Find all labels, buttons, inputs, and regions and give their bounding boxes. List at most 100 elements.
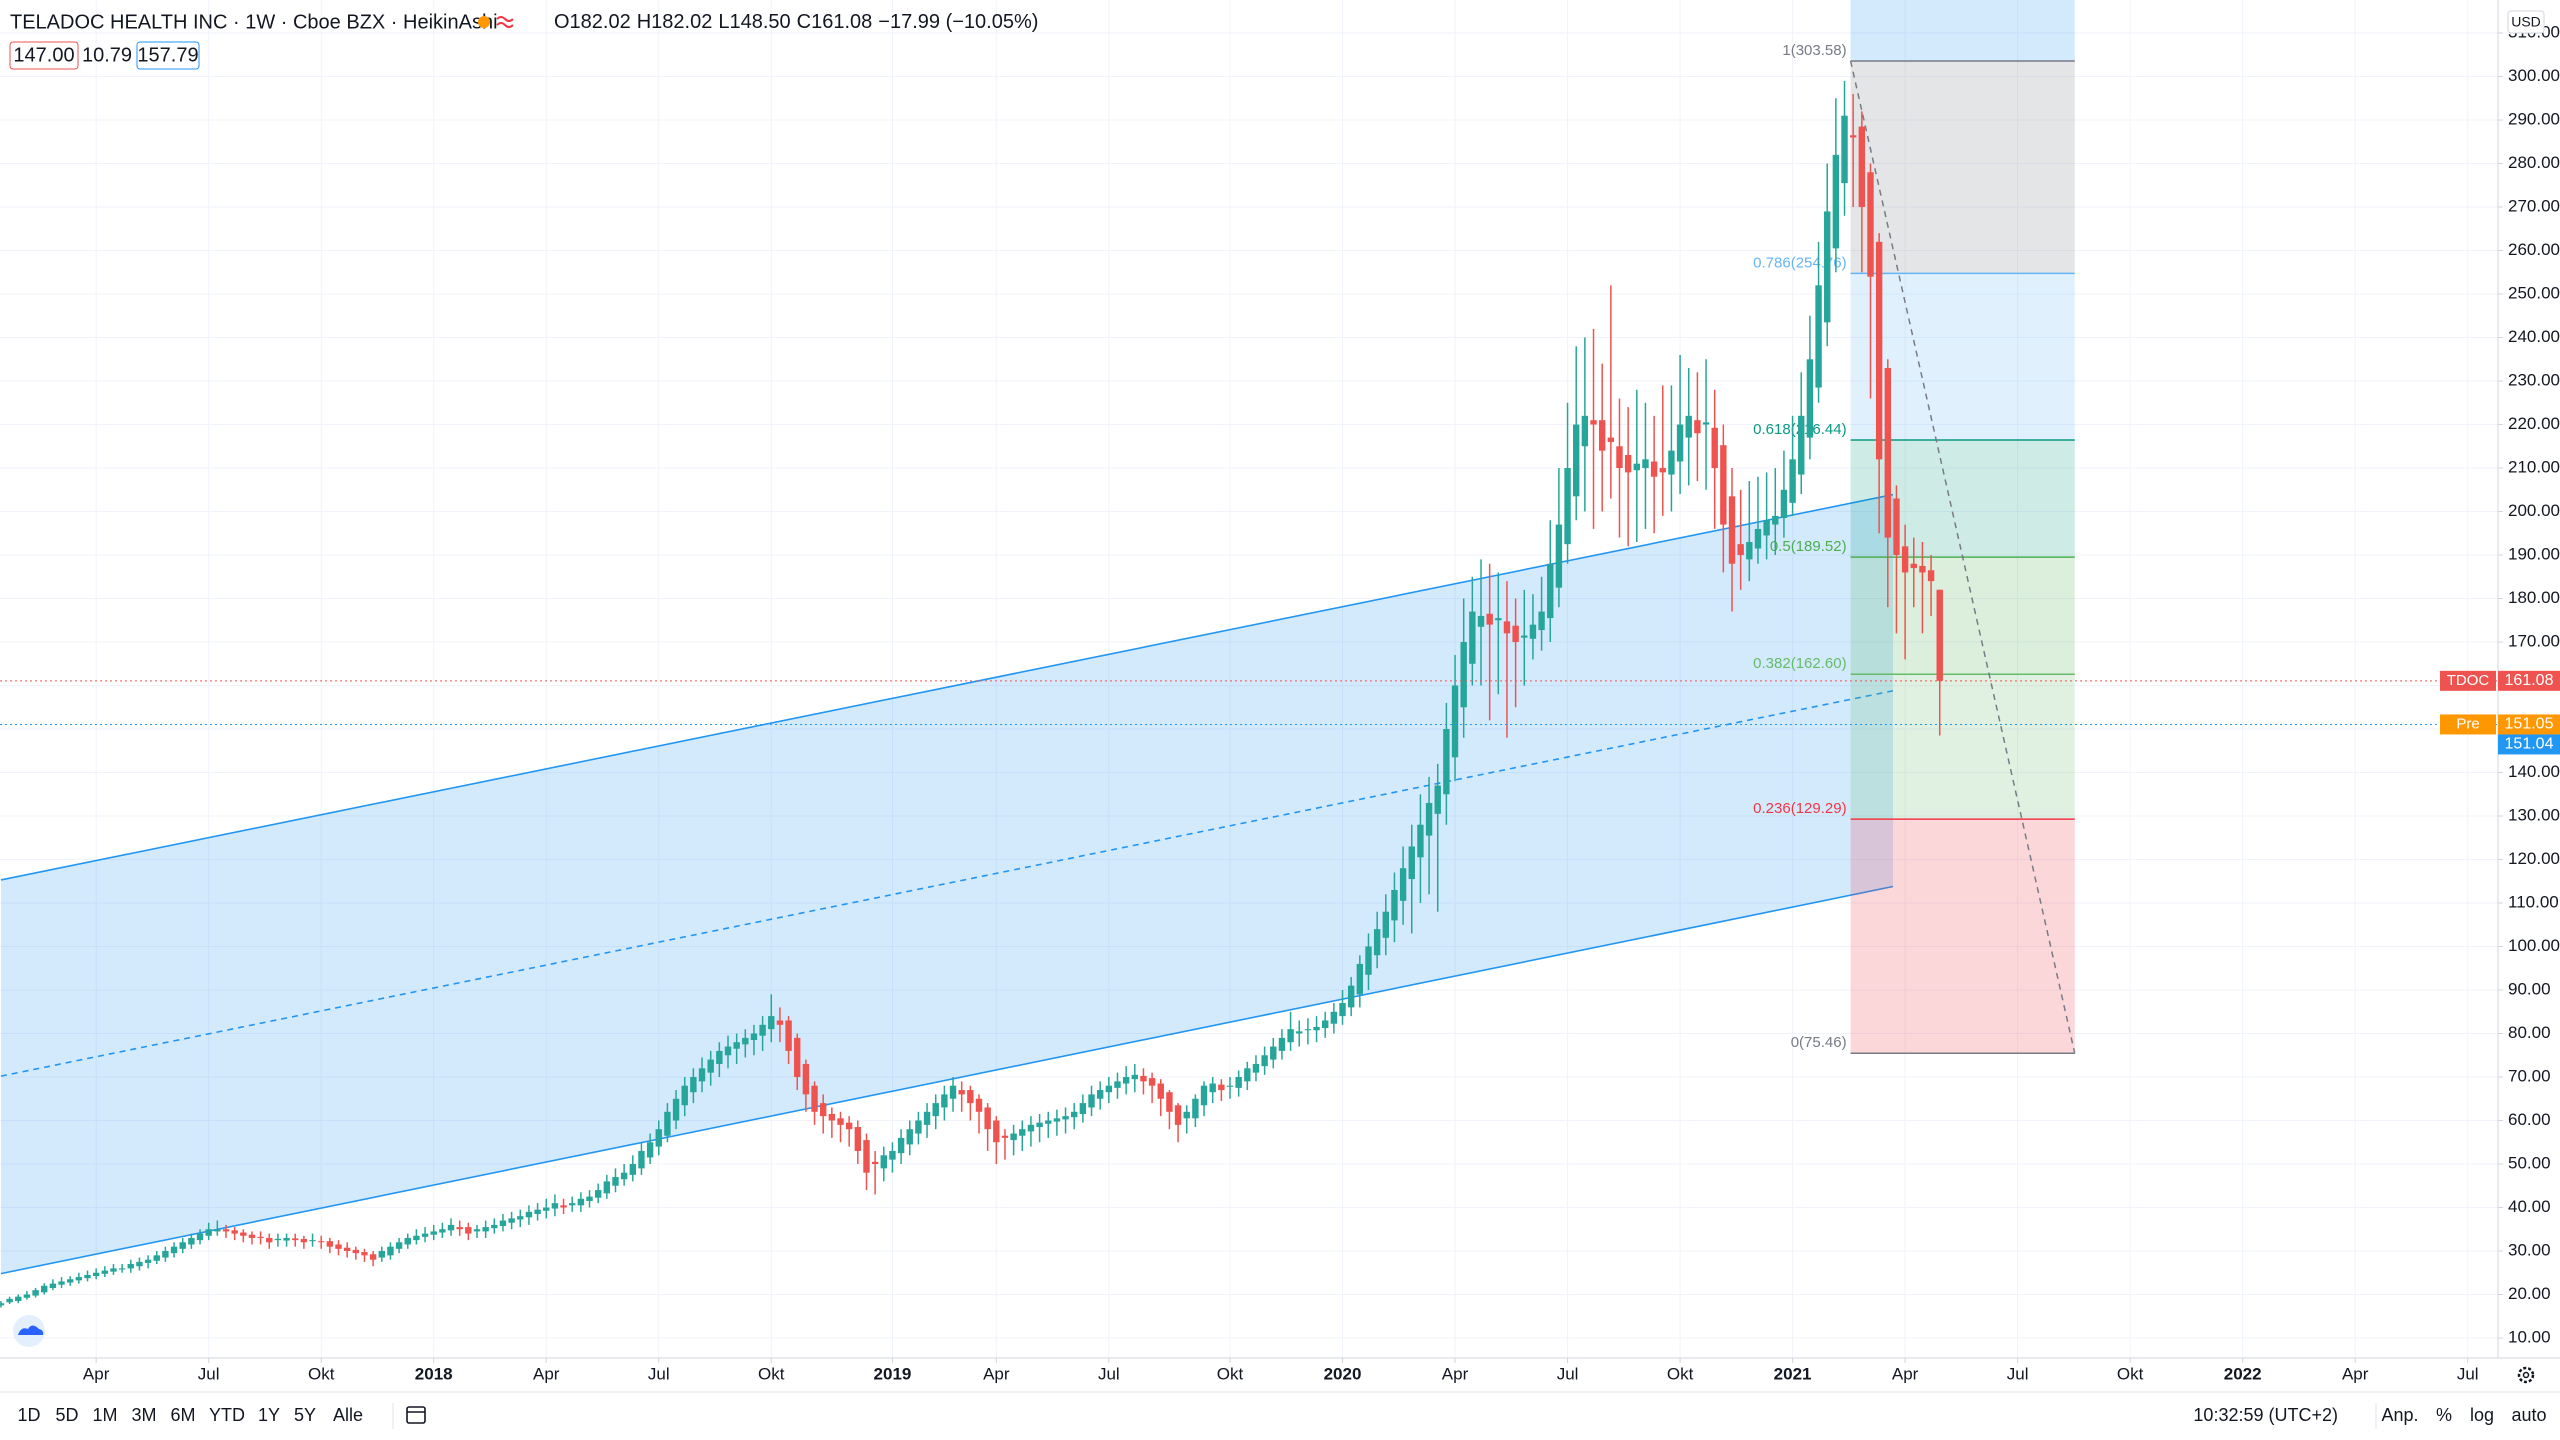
x-tick-label: 2022 bbox=[2224, 1364, 2262, 1383]
candle-body bbox=[1927, 570, 1935, 582]
candle-body bbox=[889, 1150, 896, 1160]
range-button[interactable]: 6M bbox=[170, 1405, 195, 1425]
range-button[interactable]: 3M bbox=[131, 1405, 156, 1425]
price-label: 151.04 bbox=[2505, 736, 2554, 753]
y-tick-label: 40.00 bbox=[2508, 1197, 2551, 1216]
candle-body bbox=[759, 1024, 766, 1036]
bottom-toolbar: 1D 5D 1M 3M 6M YTD 1Y 5Y Alle 10:32:59 (UTC+2) Anp… bbox=[17, 1405, 2546, 1425]
candle-body bbox=[1884, 367, 1892, 538]
range-button[interactable]: 5D bbox=[55, 1405, 78, 1425]
clock: 10:32:59 (UTC+2) bbox=[2193, 1405, 2338, 1425]
y-tick-label: 250.00 bbox=[2508, 284, 2560, 303]
fib-label: 0.5(189.52) bbox=[1770, 538, 1847, 555]
candle-body bbox=[1443, 729, 1450, 795]
y-tick-label: 60.00 bbox=[2508, 1110, 2551, 1129]
candle-body bbox=[690, 1077, 697, 1093]
range-button[interactable]: 5Y bbox=[294, 1405, 316, 1425]
candle-body bbox=[897, 1137, 905, 1154]
candle-body bbox=[1858, 126, 1866, 208]
x-tick-label: 2019 bbox=[874, 1364, 912, 1383]
candle-body bbox=[1209, 1083, 1216, 1093]
fib-zone bbox=[1850, 674, 2075, 820]
price-name: TDOC bbox=[2447, 672, 2490, 689]
currency[interactable]: USD bbox=[2511, 14, 2541, 30]
header-icons[interactable] bbox=[478, 16, 514, 28]
candle-body bbox=[465, 1227, 472, 1234]
candle-body bbox=[1521, 635, 1528, 638]
channel-middle bbox=[0, 689, 1894, 1077]
y-tick-label: 200.00 bbox=[2508, 501, 2560, 520]
calendar-icon[interactable] bbox=[406, 1406, 426, 1424]
y-tick-label: 30.00 bbox=[2508, 1240, 2551, 1259]
candle-body bbox=[776, 1020, 784, 1025]
session-icon[interactable] bbox=[478, 16, 490, 28]
x-tick-label: 2018 bbox=[415, 1364, 453, 1383]
candle-body bbox=[586, 1196, 593, 1201]
compare-icon[interactable] bbox=[496, 16, 514, 28]
candle-body bbox=[1624, 454, 1632, 473]
axis-option[interactable]: % bbox=[2436, 1405, 2452, 1425]
candle-body bbox=[1399, 868, 1407, 901]
candle-body bbox=[75, 1277, 83, 1281]
price-label: 151.05 bbox=[2505, 716, 2554, 733]
candle-body bbox=[560, 1205, 567, 1208]
x-tick-label: Apr bbox=[1442, 1364, 1469, 1383]
y-tick-label: 270.00 bbox=[2508, 197, 2560, 216]
range-button[interactable]: 1D bbox=[17, 1405, 40, 1425]
candle-body bbox=[1538, 611, 1545, 631]
candle-body bbox=[1062, 1116, 1069, 1120]
candle-body bbox=[188, 1237, 195, 1245]
y-tick-label: 280.00 bbox=[2508, 153, 2560, 172]
fib-zone bbox=[1850, 273, 2075, 441]
y-tick-label: 180.00 bbox=[2508, 588, 2560, 607]
candle-body bbox=[880, 1155, 887, 1169]
candle-body bbox=[993, 1120, 1000, 1143]
axis-option[interactable]: Anp. bbox=[2381, 1405, 2418, 1425]
ohlc-values: O182.02 H182.02 L148.50 C161.08 −17.99 (−10.… bbox=[554, 11, 1038, 33]
candle-body bbox=[863, 1140, 870, 1173]
candle-body bbox=[1373, 929, 1381, 956]
candle-body bbox=[1088, 1094, 1095, 1108]
candle-body bbox=[292, 1238, 299, 1241]
x-tick-label: Jul bbox=[1557, 1364, 1579, 1383]
candle-body bbox=[404, 1237, 411, 1245]
axis-option[interactable]: log bbox=[2470, 1405, 2494, 1425]
candle-body bbox=[1616, 446, 1623, 469]
candle-body bbox=[101, 1270, 109, 1274]
ohlc-value: L148.50 bbox=[718, 11, 790, 33]
range-button[interactable]: 1M bbox=[92, 1405, 117, 1425]
candle-body bbox=[1218, 1084, 1225, 1091]
candle-body bbox=[1469, 611, 1476, 664]
candle-body bbox=[1875, 241, 1883, 460]
y-tick-label: 120.00 bbox=[2508, 849, 2560, 868]
candle-body bbox=[84, 1274, 91, 1279]
range-button[interactable]: 1Y bbox=[258, 1405, 280, 1425]
x-tick-label: Jul bbox=[2007, 1364, 2029, 1383]
settings-icon[interactable] bbox=[2517, 1366, 2535, 1384]
candle-body bbox=[222, 1229, 230, 1232]
price-label-box bbox=[2498, 714, 2560, 735]
range-button[interactable]: Alle bbox=[333, 1405, 363, 1425]
axis-option[interactable]: auto bbox=[2511, 1405, 2546, 1425]
candle-body bbox=[92, 1272, 100, 1277]
y-tick-label: 80.00 bbox=[2508, 1023, 2551, 1042]
range-button[interactable]: YTD bbox=[209, 1405, 245, 1425]
candle-body bbox=[932, 1103, 939, 1117]
currency-box[interactable] bbox=[2507, 10, 2545, 34]
candle-body bbox=[1140, 1075, 1147, 1082]
x-tick-label: Okt bbox=[308, 1364, 335, 1383]
y-tick-label: 220.00 bbox=[2508, 414, 2560, 433]
candle-body bbox=[1010, 1133, 1017, 1141]
candle-body bbox=[1573, 424, 1580, 497]
candle-body bbox=[1304, 1029, 1312, 1031]
candle-body bbox=[923, 1111, 931, 1125]
candle-body bbox=[1001, 1135, 1009, 1138]
logo[interactable] bbox=[13, 1315, 45, 1347]
candle-body bbox=[698, 1068, 706, 1082]
candle-body bbox=[317, 1241, 325, 1243]
fib-trend-line bbox=[1849, 60, 2076, 1054]
y-tick-label: 230.00 bbox=[2508, 371, 2560, 390]
candle-body bbox=[326, 1241, 334, 1247]
candle-body bbox=[1036, 1122, 1043, 1128]
candle-body bbox=[716, 1050, 723, 1064]
